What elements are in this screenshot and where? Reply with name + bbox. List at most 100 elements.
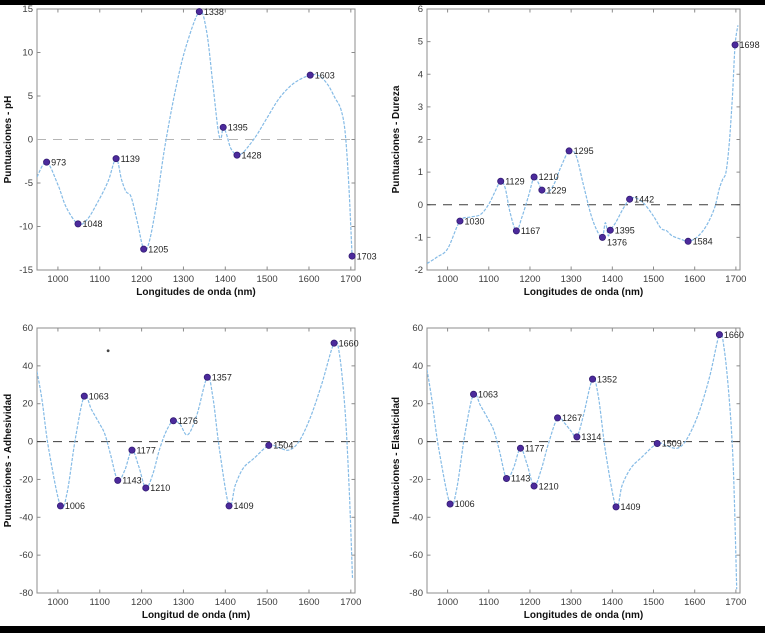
x-tick-label: 1400 bbox=[215, 274, 236, 285]
data-point-marker bbox=[598, 233, 606, 241]
data-point-label: 1167 bbox=[521, 226, 540, 236]
x-tick-label: 1600 bbox=[298, 274, 319, 285]
y-tick-label: 15 bbox=[22, 4, 33, 15]
x-tick-label: 1100 bbox=[479, 274, 499, 285]
y-tick-label: -10 bbox=[19, 222, 33, 233]
x-tick-label: 1300 bbox=[561, 597, 582, 608]
data-point-marker bbox=[43, 158, 51, 166]
x-tick-label: 1600 bbox=[684, 597, 705, 608]
data-point-label: 1006 bbox=[65, 501, 85, 511]
y-tick-label: -20 bbox=[19, 474, 33, 485]
data-point-marker bbox=[203, 373, 211, 381]
y-tick-label: 1 bbox=[418, 167, 423, 178]
y-tick-label: 5 bbox=[28, 91, 33, 102]
data-point-label: 1276 bbox=[178, 416, 198, 426]
x-tick-label: 1700 bbox=[725, 274, 746, 285]
data-point-label: 1177 bbox=[136, 445, 155, 455]
data-point-label: 973 bbox=[51, 157, 66, 167]
data-point-label: 1210 bbox=[539, 172, 559, 182]
plot-svg: 1000 1100 1200 1300 1400 1500 1600 1700 -2 -1 0 1 2 3… bbox=[391, 4, 760, 298]
x-tick-label: 1500 bbox=[643, 597, 664, 608]
data-point-marker bbox=[306, 71, 314, 79]
y-tick-label: 0 bbox=[418, 200, 423, 211]
y-tick-label: -80 bbox=[409, 588, 423, 599]
chart-elasticidad-scores: 1000 1100 1200 1300 1400 1500 1600 1700 -80 -60 -4… bbox=[382, 310, 765, 634]
x-axis-label: Longitudes de onda (nm) bbox=[524, 287, 643, 298]
x-tick-label: 1100 bbox=[90, 597, 110, 608]
data-point-label: 1143 bbox=[511, 474, 530, 484]
score-curve bbox=[37, 340, 354, 578]
y-tick-label: 0 bbox=[418, 437, 423, 448]
x-axis-label: Longitudes de onda (nm) bbox=[524, 610, 643, 621]
data-point-marker bbox=[573, 433, 581, 441]
data-point-marker bbox=[225, 502, 233, 510]
data-point-label: 1139 bbox=[121, 154, 140, 164]
y-tick-label: -5 bbox=[25, 178, 33, 189]
data-point-label: 1428 bbox=[242, 150, 262, 160]
x-tick-label: 1600 bbox=[684, 274, 705, 285]
x-tick-label: 1100 bbox=[479, 597, 499, 608]
chart-ph-scores: 1000 1100 1200 1300 1400 1500 1600 1700 -15 -10 -5… bbox=[0, 0, 382, 305]
data-point-label: 1063 bbox=[478, 389, 498, 399]
axes-box bbox=[426, 327, 741, 594]
x-tick-label: 1500 bbox=[643, 274, 664, 285]
data-point-label: 1314 bbox=[581, 432, 601, 442]
y-tick-label: 5 bbox=[418, 37, 423, 48]
stray-dot bbox=[106, 349, 110, 353]
data-point-label: 1603 bbox=[315, 70, 335, 80]
bottom-border-bar bbox=[0, 626, 765, 633]
data-point-label: 1395 bbox=[615, 225, 635, 235]
data-point-marker bbox=[502, 474, 510, 482]
data-point-label: 1295 bbox=[574, 146, 594, 156]
data-point-marker bbox=[653, 439, 661, 447]
x-tick-label: 1300 bbox=[173, 597, 194, 608]
data-point-label: 1660 bbox=[339, 338, 359, 348]
x-tick-label: 1500 bbox=[257, 597, 278, 608]
data-point-marker bbox=[128, 446, 136, 454]
data-point-marker bbox=[74, 220, 82, 228]
y-tick-label: 2 bbox=[418, 135, 423, 146]
data-point-label: 1210 bbox=[539, 481, 559, 491]
y-tick-label: 20 bbox=[412, 399, 423, 410]
data-point-label: 1267 bbox=[562, 413, 582, 423]
chart-dureza-scores: 1000 1100 1200 1300 1400 1500 1600 1700 -2 -1 0 1 2 3… bbox=[382, 0, 765, 305]
data-point-label: 1442 bbox=[634, 194, 654, 204]
data-point-label: 1357 bbox=[212, 372, 232, 382]
plot-svg: 1000 1100 1200 1300 1400 1500 1600 1700 -80 -60 -4… bbox=[3, 323, 361, 621]
x-tick-label: 1300 bbox=[173, 274, 194, 285]
score-curve bbox=[427, 332, 738, 590]
data-point-marker bbox=[731, 41, 739, 49]
x-tick-label: 1200 bbox=[519, 274, 540, 285]
data-point-label: 1143 bbox=[122, 476, 141, 486]
y-tick-label: 3 bbox=[418, 102, 423, 113]
data-point-marker bbox=[715, 331, 723, 339]
data-point-marker bbox=[140, 245, 148, 253]
x-tick-label: 1400 bbox=[602, 597, 623, 608]
data-point-label: 1205 bbox=[148, 244, 168, 254]
x-tick-label: 1200 bbox=[131, 597, 152, 608]
data-point-label: 1229 bbox=[546, 185, 566, 195]
y-axis-label: Puntuaciones - Adhesividad bbox=[3, 394, 14, 528]
x-tick-label: 1700 bbox=[725, 597, 746, 608]
data-point-marker bbox=[112, 155, 120, 163]
data-point-label: 1063 bbox=[89, 391, 109, 401]
plot-svg: 1000 1100 1200 1300 1400 1500 1600 1700 -15 -10 -5… bbox=[3, 4, 377, 298]
data-point-label: 1660 bbox=[724, 330, 744, 340]
data-point-marker bbox=[554, 414, 562, 422]
data-point-marker bbox=[606, 226, 614, 234]
axes-box bbox=[426, 8, 741, 271]
y-tick-label: 20 bbox=[22, 399, 33, 410]
data-point-marker bbox=[565, 147, 573, 155]
data-point-marker bbox=[530, 482, 538, 490]
data-point-marker bbox=[56, 502, 64, 510]
x-axis-label: Longitudes de onda (nm) bbox=[136, 287, 255, 298]
axes-box bbox=[36, 8, 356, 271]
data-point-label: 1698 bbox=[740, 40, 760, 50]
data-point-marker bbox=[142, 484, 150, 492]
y-tick-label: -60 bbox=[19, 550, 33, 561]
data-point-marker bbox=[446, 500, 454, 508]
data-point-marker bbox=[516, 444, 524, 452]
data-point-marker bbox=[219, 123, 227, 131]
x-tick-label: 1500 bbox=[257, 274, 278, 285]
data-point-label: 1048 bbox=[83, 219, 103, 229]
